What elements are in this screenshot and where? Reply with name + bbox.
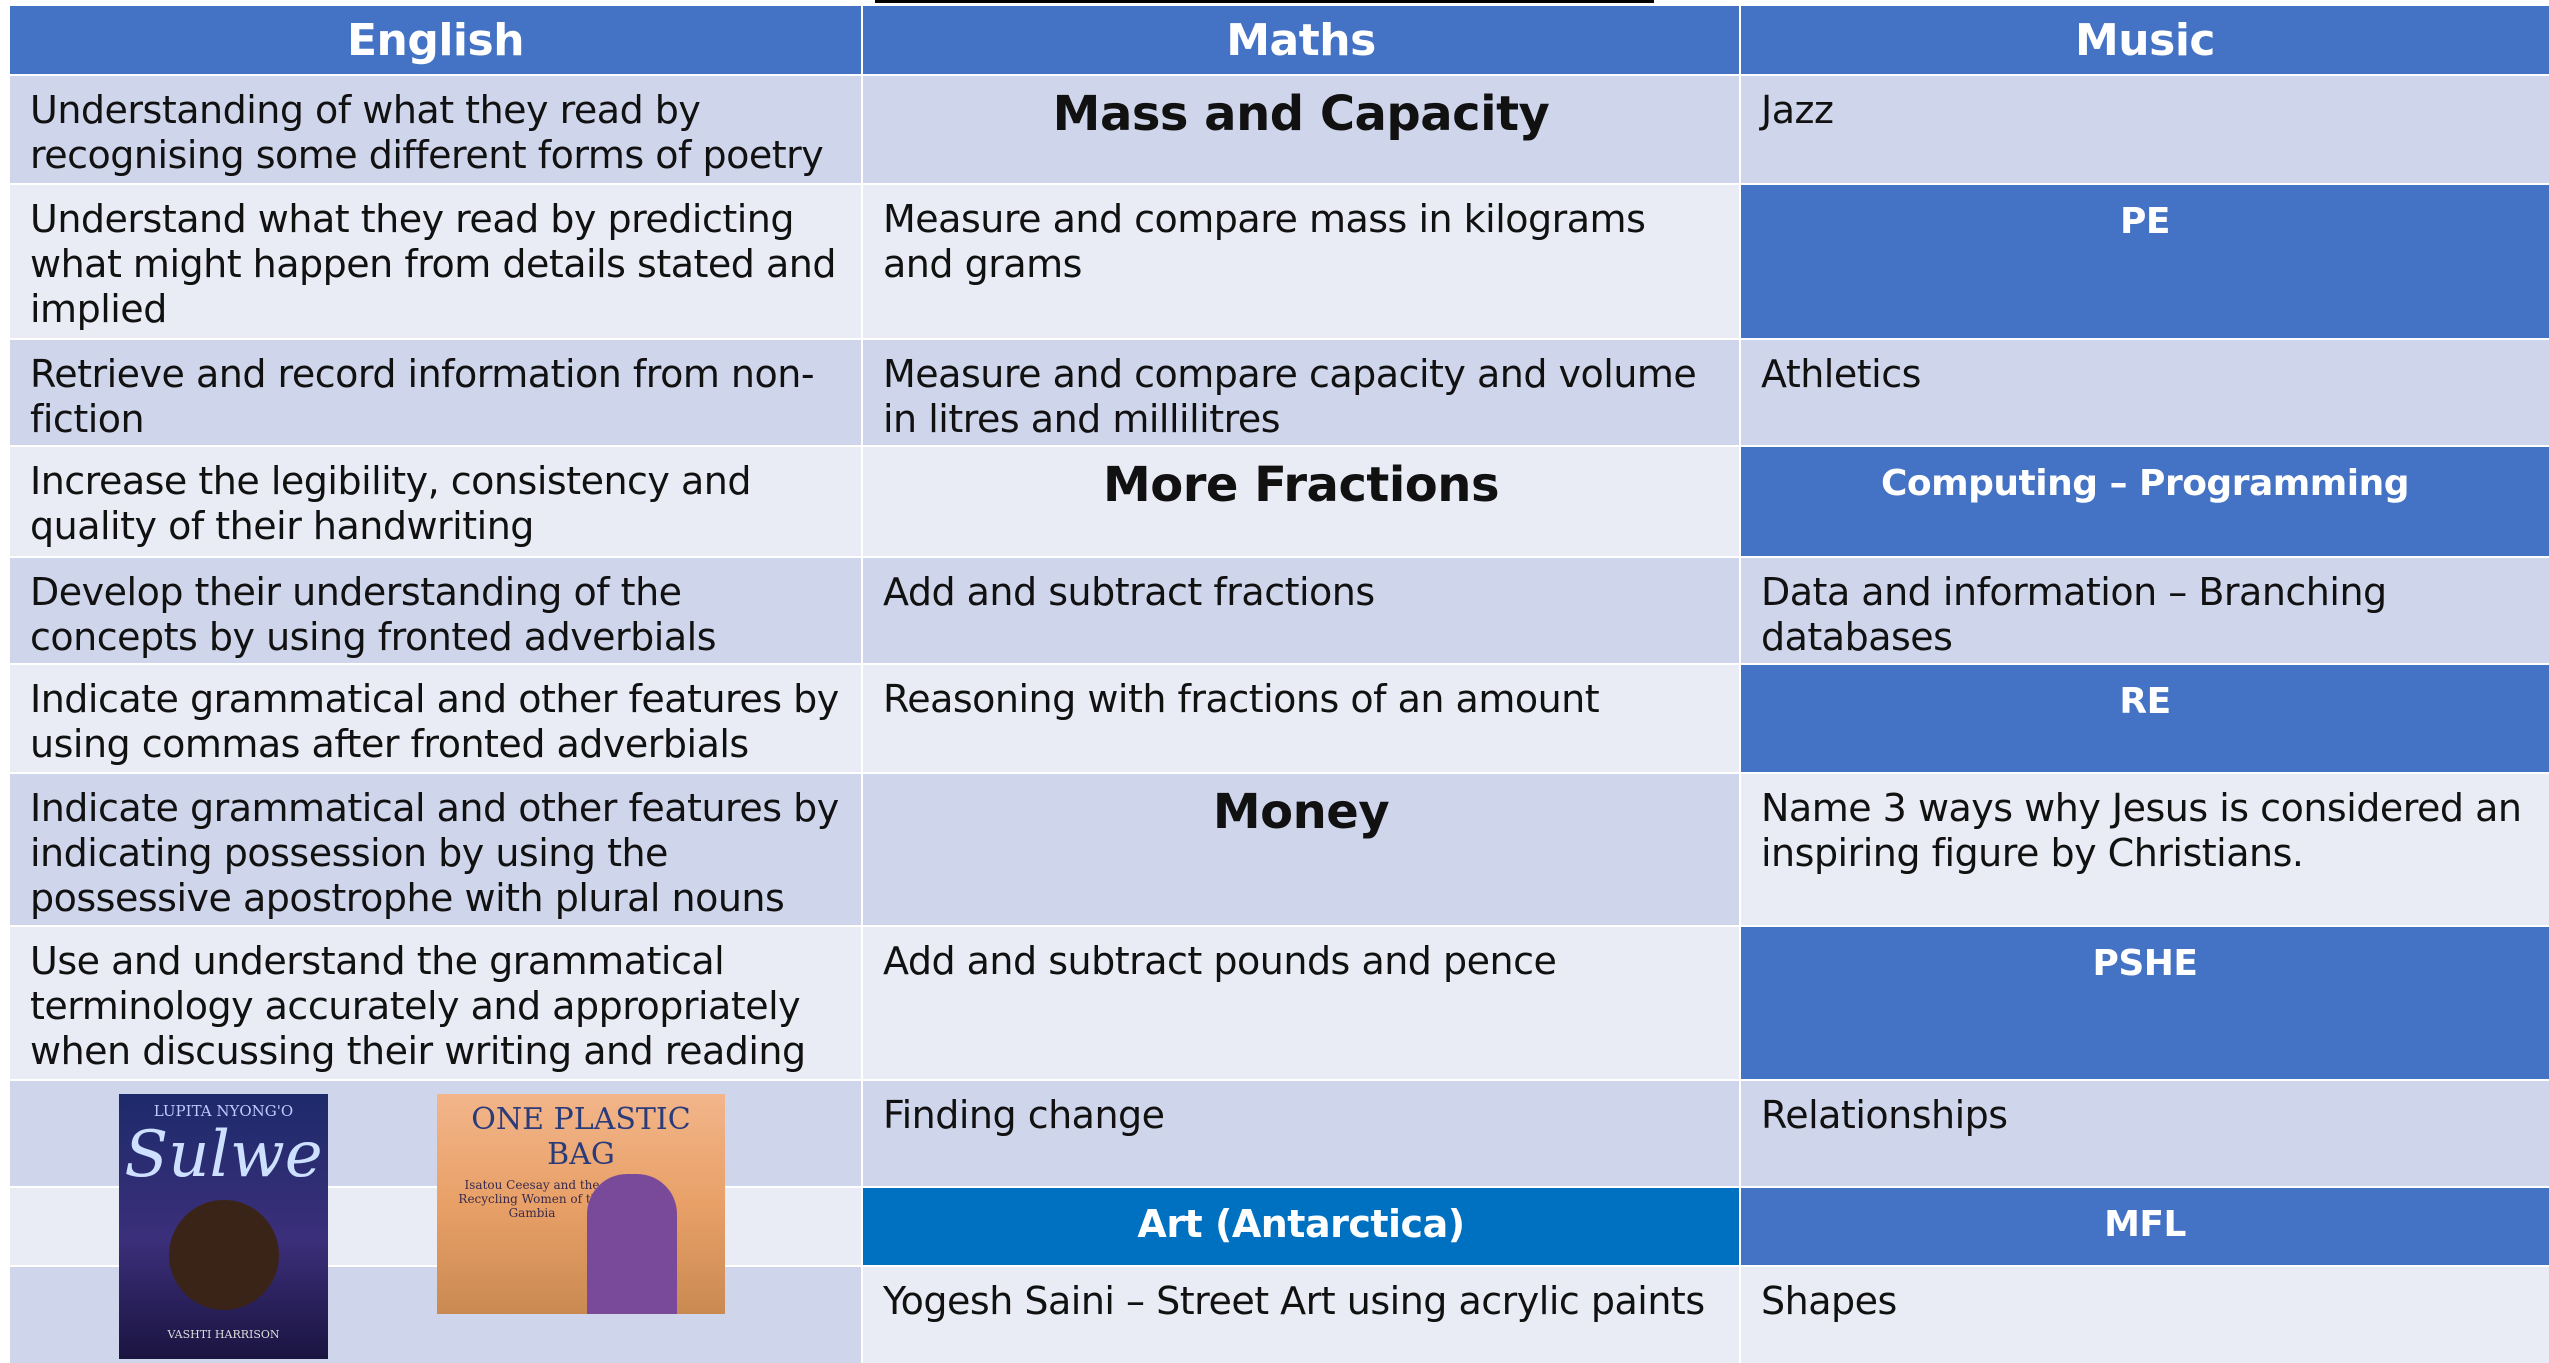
subject-header: MFL <box>1741 1188 2549 1265</box>
book-title: Sulwe <box>124 1118 323 1192</box>
maths-topic: Mass and Capacity <box>863 76 1739 183</box>
subject-content: Jazz <box>1741 76 2549 183</box>
subject-content: Shapes <box>1741 1267 2549 1363</box>
book-figure <box>587 1174 677 1314</box>
book-subtitle: Isatou Ceesay and the Recycling Women of… <box>458 1178 606 1220</box>
english-objective: Use and understand the grammatical termi… <box>10 927 861 1079</box>
english-objective: Understanding of what they read by recog… <box>10 76 861 183</box>
english-objective: Increase the legibility, consistency and… <box>10 447 861 556</box>
subject-header: RE <box>1741 665 2549 772</box>
book-illustrator: VASHTI HARRISON <box>167 1328 280 1341</box>
maths-objective: Reasoning with fractions of an amount <box>863 665 1739 772</box>
subject-content: Data and information – Branching databas… <box>1741 558 2549 663</box>
maths-objective: Measure and compare capacity and volume … <box>863 340 1739 445</box>
top-rule <box>875 0 1654 3</box>
book-figure <box>168 1200 279 1310</box>
maths-objective: Add and subtract fractions <box>863 558 1739 663</box>
book-author: LUPITA NYONG'O <box>153 1102 294 1120</box>
column-header: Music <box>1741 6 2549 74</box>
subject-header: Computing – Programming <box>1741 447 2549 556</box>
english-objective: Understand what they read by predicting … <box>10 185 861 338</box>
maths-topic: More Fractions <box>863 447 1739 556</box>
subject-content: Relationships <box>1741 1081 2549 1186</box>
book-cover: LUPITA NYONG'O Sulwe VASHTI HARRISON <box>119 1094 328 1359</box>
book-title: ONE PLASTIC BAG <box>471 1102 691 1172</box>
maths-objective: Measure and compare mass in kilograms an… <box>863 185 1739 338</box>
maths-objective: Add and subtract pounds and pence <box>863 927 1739 1079</box>
subject-header: PE <box>1741 185 2549 338</box>
subject-content: Athletics <box>1741 340 2549 445</box>
column-header: English <box>10 6 861 74</box>
english-objective: Indicate grammatical and other features … <box>10 665 861 772</box>
english-objective: Retrieve and record information from non… <box>10 340 861 445</box>
maths-topic: Money <box>863 774 1739 925</box>
subject-content: Name 3 ways why Jesus is considered an i… <box>1741 774 2549 925</box>
column-header: Maths <box>863 6 1739 74</box>
book-cover: ONE PLASTIC BAG Isatou Ceesay and the Re… <box>437 1094 725 1314</box>
maths-objective: Yogesh Saini – Street Art using acrylic … <box>863 1267 1739 1363</box>
english-objective: Indicate grammatical and other features … <box>10 774 861 925</box>
maths-objective: Finding change <box>863 1081 1739 1186</box>
english-objective: Develop their understanding of the conce… <box>10 558 861 663</box>
subject-header: PSHE <box>1741 927 2549 1079</box>
subject-header: Art (Antarctica) <box>863 1188 1739 1265</box>
